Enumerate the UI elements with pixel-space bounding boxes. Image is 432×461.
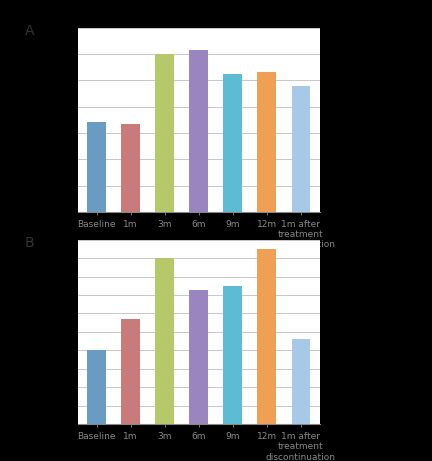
Bar: [189, 50, 208, 212]
Bar: [155, 258, 174, 424]
Y-axis label: CECs number/mmc: CECs number/mmc: [40, 282, 50, 382]
Bar: [223, 74, 242, 212]
Bar: [121, 124, 140, 212]
Text: B: B: [25, 236, 34, 250]
Bar: [257, 249, 276, 424]
Bar: [121, 319, 140, 424]
Bar: [292, 339, 310, 424]
X-axis label: Time: Time: [186, 255, 211, 265]
Bar: [87, 123, 106, 212]
Bar: [257, 72, 276, 212]
Bar: [87, 350, 106, 424]
Text: A: A: [25, 24, 34, 38]
Y-axis label: CECs number/mmc: CECs number/mmc: [34, 70, 44, 170]
Bar: [155, 54, 174, 212]
Bar: [292, 86, 310, 212]
Bar: [189, 290, 208, 424]
Bar: [223, 286, 242, 424]
